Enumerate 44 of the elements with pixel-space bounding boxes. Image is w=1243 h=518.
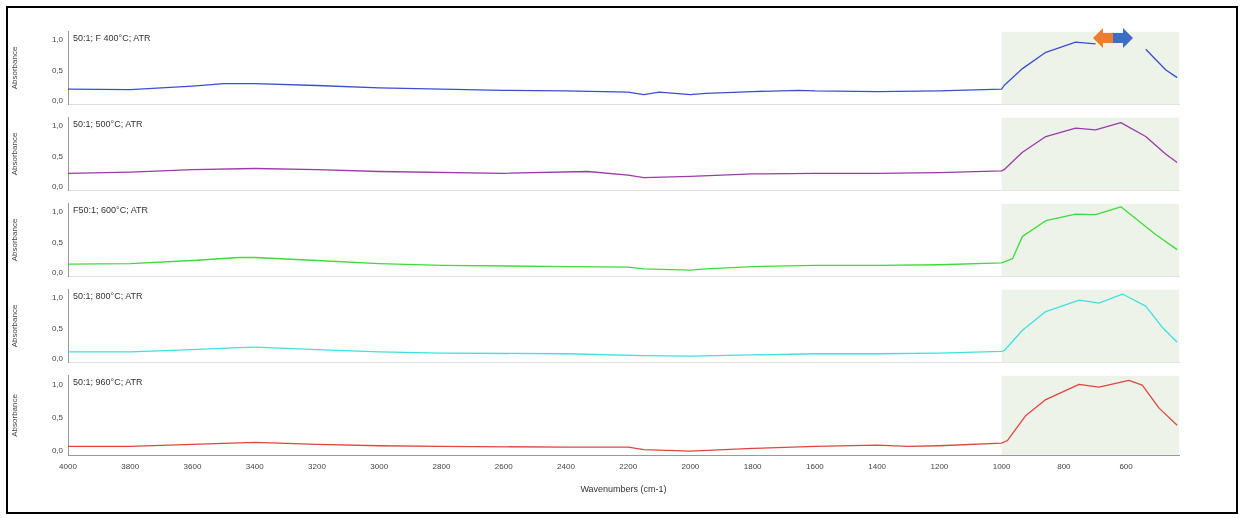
chart-title: 50:1; 500°C; ATR <box>73 118 143 129</box>
x-tick-label: 3200 <box>308 462 327 471</box>
x-tick-label: 1600 <box>805 462 825 471</box>
y-tick-label: 1,0 <box>51 207 64 217</box>
x-tick-label: 2000 <box>681 462 700 471</box>
y-tick-label: 0,5 <box>51 151 64 161</box>
y-tick-label: 0,0 <box>51 446 64 456</box>
y-axis-title: Absorbance <box>10 132 19 176</box>
x-tick-label: 2200 <box>619 462 638 471</box>
x-tick-label: 1800 <box>743 462 763 471</box>
chart-title: 50:1; 960°C; ATR <box>73 376 143 387</box>
chart-title: 50:1; 800°C; ATR <box>73 290 143 301</box>
x-tick-label: 3600 <box>183 462 202 471</box>
chart-title: 50:1; F 400°C; ATR <box>73 32 151 43</box>
x-tick-label: 800 <box>1057 462 1072 471</box>
x-tick-label: 600 <box>1119 462 1134 471</box>
x-tick-label: 1000 <box>992 462 1012 471</box>
x-tick-label: 4000 <box>59 462 78 471</box>
x-tick-label: 1200 <box>930 462 949 471</box>
y-tick-label: 0,5 <box>51 413 64 423</box>
y-axis-title: Absorbance <box>10 46 19 90</box>
x-tick-label: 2800 <box>432 462 451 471</box>
y-axis-title: Absorbance <box>10 218 19 262</box>
y-tick-label: 0,0 <box>51 267 64 277</box>
x-tick-label: 3400 <box>245 462 265 471</box>
y-tick-label: 0,0 <box>51 95 64 105</box>
y-tick-label: 0,5 <box>51 323 64 333</box>
x-tick-label: 3800 <box>121 462 140 471</box>
x-axis-title: Wavenumbers (cm-1) <box>580 484 667 495</box>
y-tick-label: 0,0 <box>51 353 64 363</box>
y-tick-label: 0,5 <box>51 65 64 75</box>
y-tick-label: 1,0 <box>51 35 64 45</box>
y-tick-label: 1,0 <box>51 380 64 390</box>
y-axis-title: Absorbance <box>10 304 19 348</box>
x-tick-label: 2600 <box>494 462 514 471</box>
x-tick-label: 1400 <box>868 462 887 471</box>
x-tick-label: 2400 <box>557 462 576 471</box>
y-tick-label: 1,0 <box>51 293 64 303</box>
x-tick-label: 3000 <box>370 462 389 471</box>
y-tick-label: 0,0 <box>51 181 64 191</box>
y-axis-title: Absorbance <box>10 393 19 437</box>
chart-title: F50:1; 600°C; ATR <box>73 204 149 215</box>
y-tick-label: 1,0 <box>51 121 64 131</box>
y-tick-label: 0,5 <box>51 237 64 247</box>
